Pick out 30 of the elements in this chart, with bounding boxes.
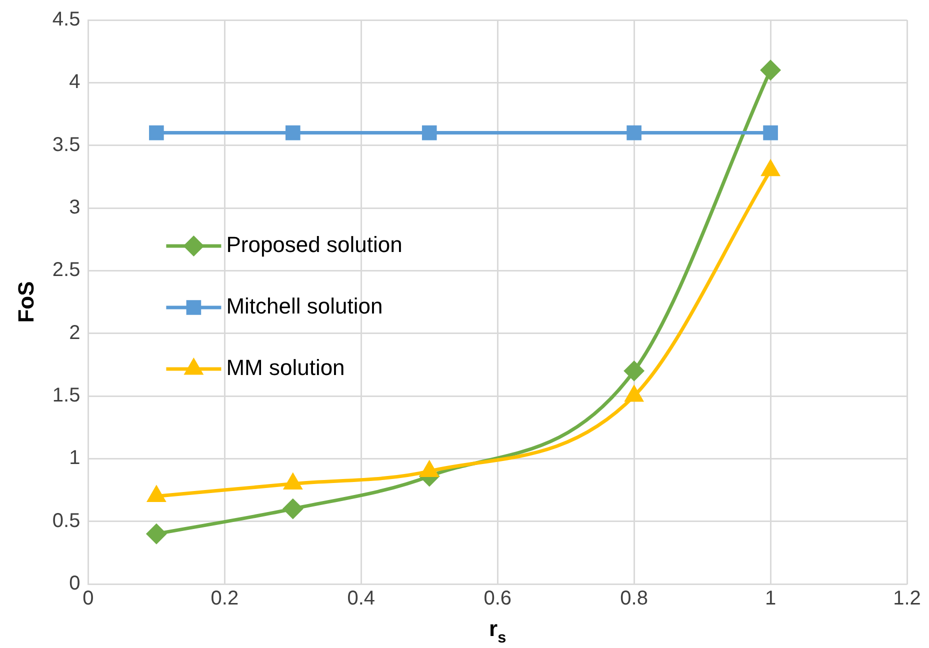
point <box>626 125 642 140</box>
point <box>763 125 778 140</box>
point <box>624 361 644 381</box>
legend-label: Mitchell solution <box>226 294 383 319</box>
point <box>285 125 300 140</box>
point <box>760 60 780 80</box>
y-tick-label: 1.5 <box>52 384 80 407</box>
x-tick-label: 0.4 <box>347 588 376 610</box>
x-tick-label: 0.6 <box>484 588 512 610</box>
point <box>149 125 164 140</box>
point <box>148 486 166 502</box>
y-tick-label: 4.5 <box>52 8 80 31</box>
y-tick-label: 3 <box>69 196 80 219</box>
y-tick-label: 2 <box>69 322 80 344</box>
y-tick-label: 0 <box>69 572 80 595</box>
y-axis-title: FoS <box>13 281 38 323</box>
y-tick-label: 2.5 <box>52 259 80 282</box>
x-tick-label: 0.8 <box>620 588 648 610</box>
y-tick-label: 0.5 <box>52 510 80 532</box>
point <box>422 125 437 140</box>
x-tick-label: 1 <box>764 588 776 610</box>
point <box>146 524 166 544</box>
legend-label: Proposed solution <box>226 232 402 258</box>
point <box>283 499 303 519</box>
y-tick-label: 4 <box>69 71 80 94</box>
x-tick-label: 1.2 <box>893 588 921 610</box>
y-tick-label: 1 <box>69 447 80 470</box>
y-tick-label: 3.5 <box>52 134 80 156</box>
legend-label: MM solution <box>226 355 345 380</box>
x-tick-label: 0.2 <box>210 588 239 610</box>
